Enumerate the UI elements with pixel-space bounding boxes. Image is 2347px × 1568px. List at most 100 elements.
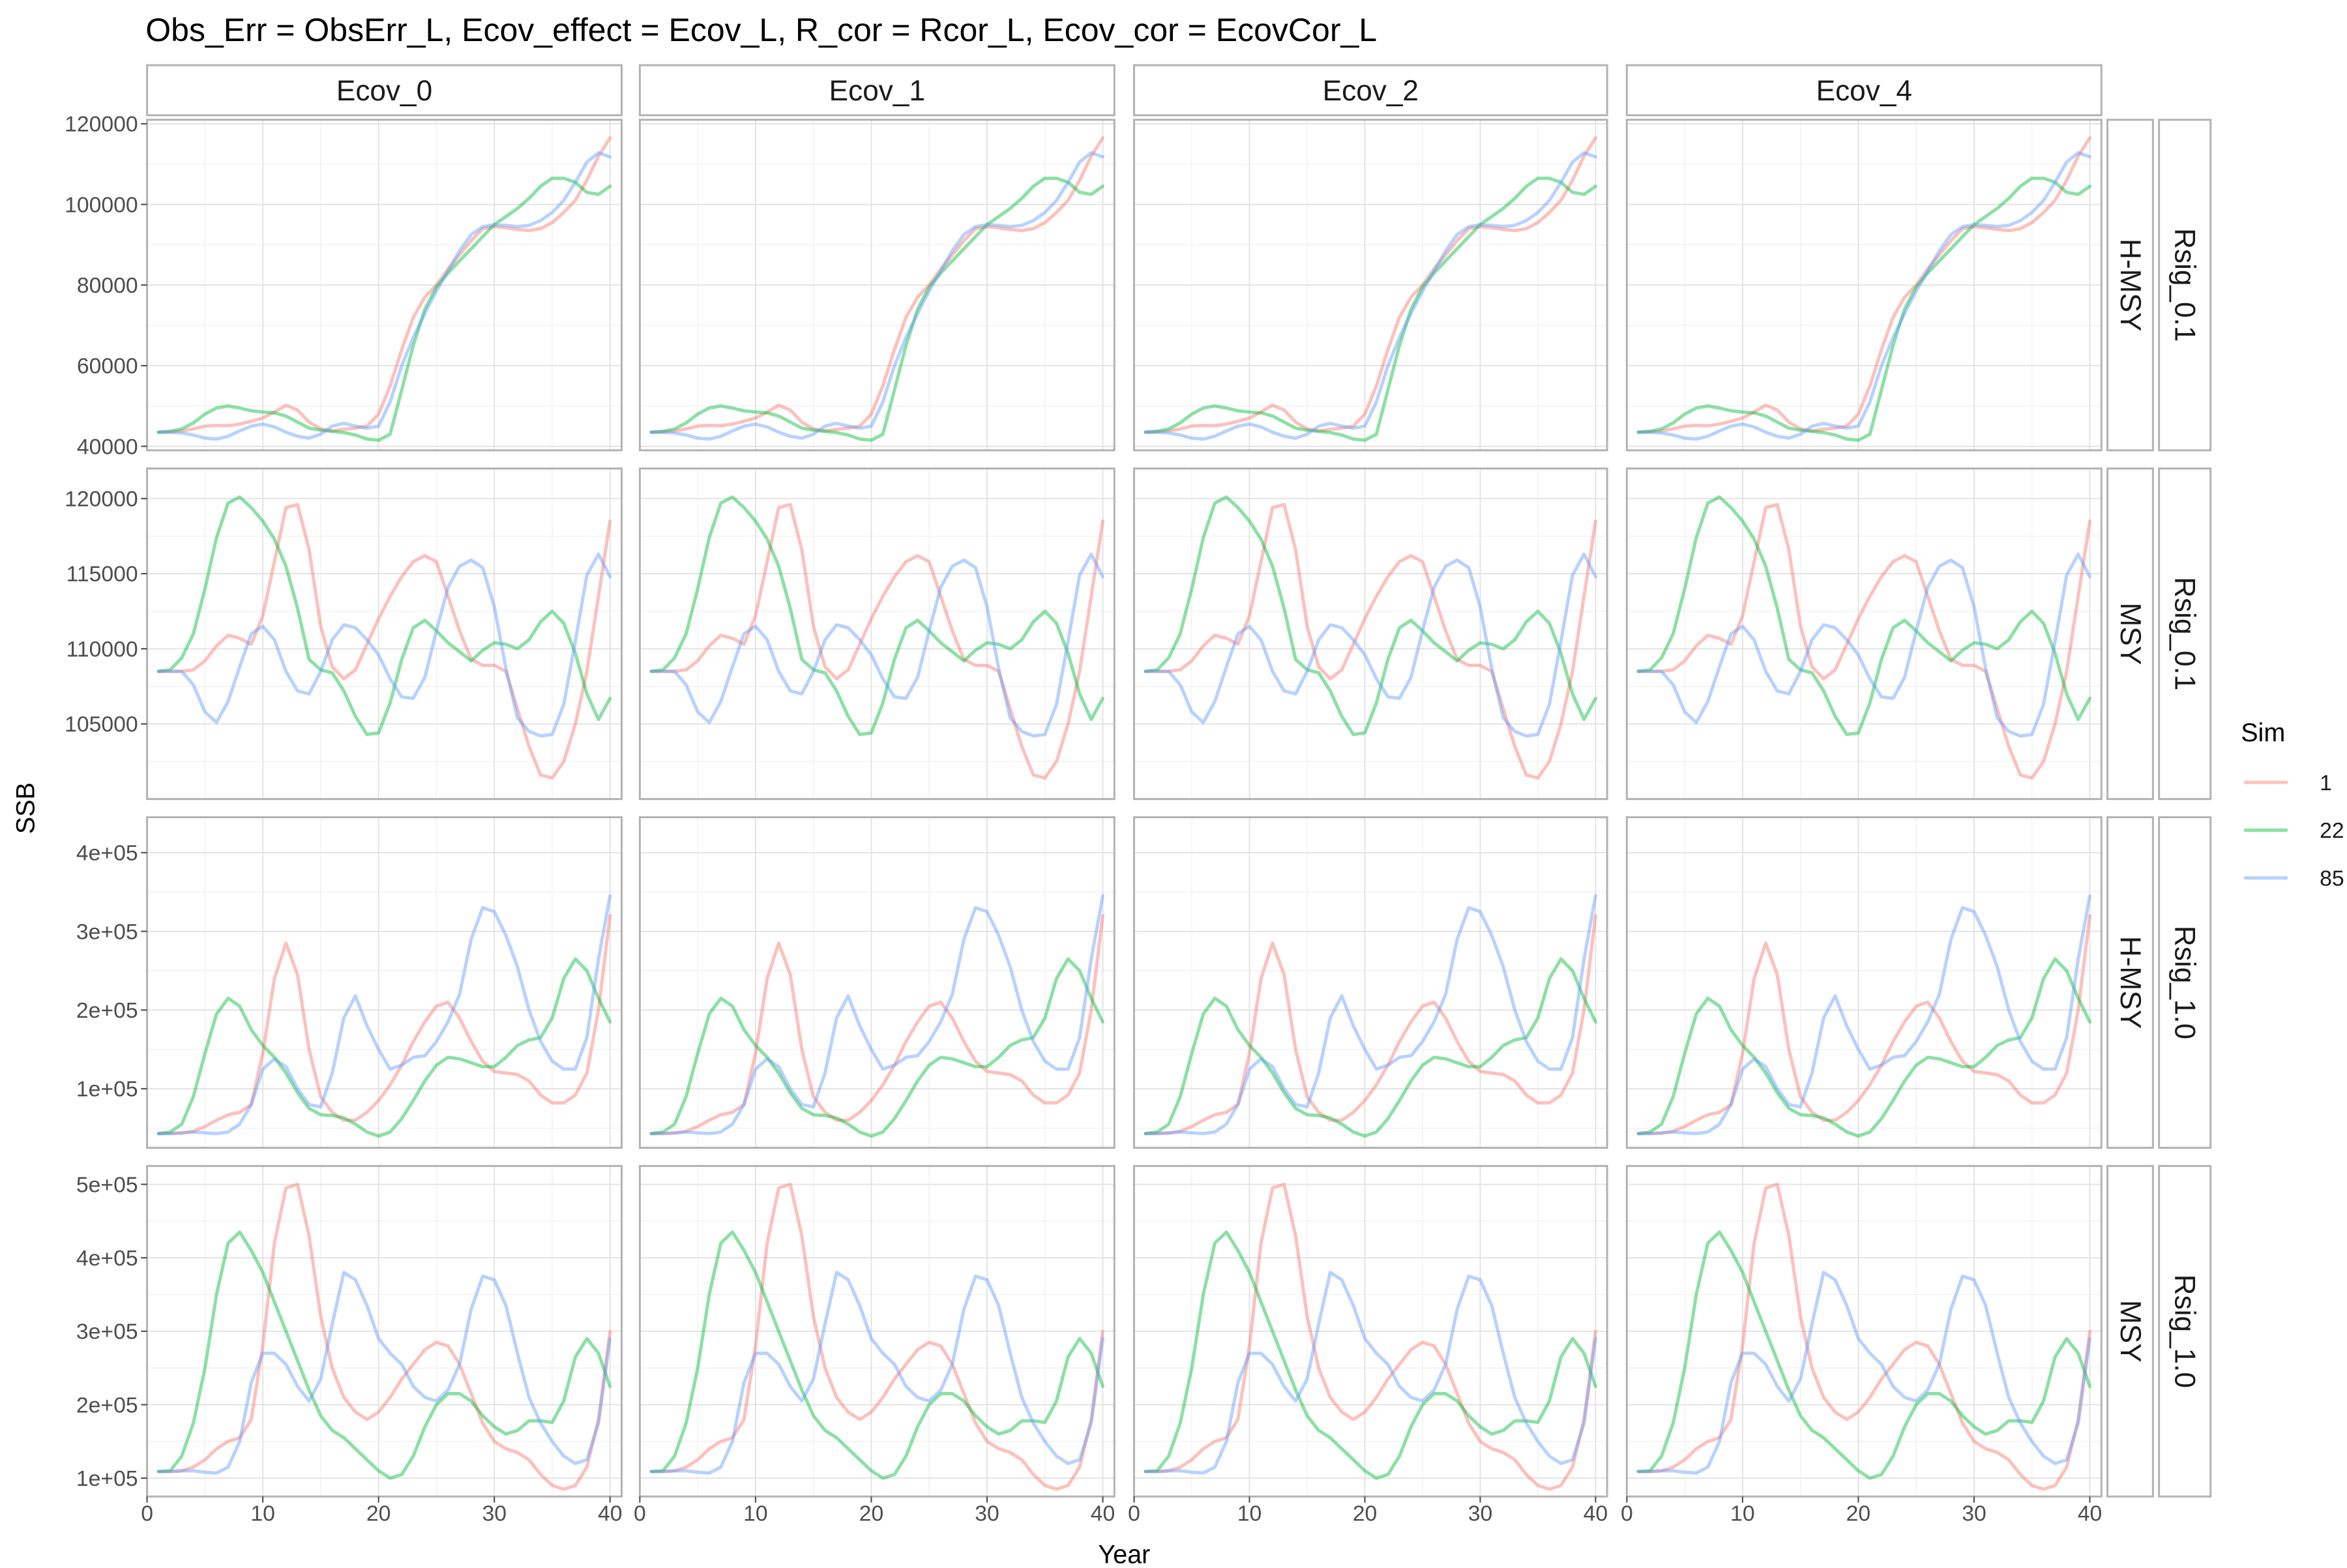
series-line-sim-1 — [156, 136, 612, 434]
column-strip-label: Ecov_4 — [1816, 75, 1912, 107]
x-tick-label: 10 — [1237, 1501, 1262, 1526]
series-line-sim-1 — [649, 136, 1105, 434]
y-axis-title: SSB — [12, 782, 40, 834]
series-line-sim-1 — [1144, 503, 1597, 780]
legend-label: 1 — [2320, 771, 2332, 795]
row-strip-inner — [2106, 467, 2154, 801]
series-line-sim-85 — [649, 552, 1105, 738]
row-strip-outer — [2158, 467, 2212, 801]
series-line-sim-22 — [156, 1230, 612, 1480]
series-line-sim-85 — [1144, 552, 1597, 738]
series-line-sim-1 — [649, 1182, 1105, 1491]
series-line-sim-85 — [1636, 151, 2092, 441]
row-strip-outer — [2158, 119, 2212, 452]
panel-border — [1625, 119, 2103, 452]
x-tick-label: 30 — [975, 1501, 999, 1526]
panel-border — [1133, 119, 1608, 452]
series-line-sim-22 — [649, 495, 1105, 737]
series-line-sim-22 — [649, 957, 1105, 1138]
panel-border — [638, 816, 1115, 1149]
x-tick-label: 20 — [366, 1501, 391, 1526]
series-line-sim-1 — [1144, 136, 1597, 434]
series-line-sim-85 — [156, 894, 612, 1136]
series-line-sim-85 — [649, 151, 1105, 441]
column-strip — [146, 64, 623, 117]
row-strip-inner — [2106, 1164, 2154, 1498]
series-line-sim-1 — [1636, 136, 2092, 434]
row-strip-inner-label: MSY — [2114, 1300, 2146, 1363]
panel-border — [1133, 1164, 1608, 1498]
legend-label: 22 — [2320, 818, 2344, 843]
series-line-sim-85 — [1636, 1271, 2092, 1475]
panel-border — [1625, 1164, 2103, 1498]
series-line-sim-85 — [649, 894, 1105, 1136]
x-tick-label: 10 — [250, 1501, 275, 1526]
series-line-sim-1 — [649, 503, 1105, 780]
series-line-sim-85 — [1144, 1271, 1597, 1475]
series-line-sim-85 — [156, 1271, 612, 1475]
panel-border — [1625, 467, 2103, 801]
row-strip-outer — [2158, 816, 2212, 1149]
column-strip — [1133, 64, 1608, 117]
series-line-sim-1 — [156, 1182, 612, 1491]
column-strip — [1625, 64, 2103, 117]
series-line-sim-85 — [1636, 552, 2092, 738]
series-line-sim-22 — [1144, 1230, 1597, 1480]
row-strip-outer-label: Rsig_1.0 — [2169, 1275, 2201, 1388]
series-line-sim-1 — [1636, 913, 2092, 1136]
x-tick-label: 10 — [1730, 1501, 1755, 1526]
series-line-sim-22 — [1636, 1230, 2092, 1480]
row-strip-outer-label: Rsig_1.0 — [2169, 926, 2201, 1039]
y-tick-label: 3e+05 — [76, 1320, 138, 1344]
row-strip-outer-label: Rsig_0.1 — [2169, 577, 2201, 690]
y-tick-label: 120000 — [65, 112, 138, 137]
y-tick-label: 100000 — [65, 192, 138, 217]
series-line-sim-1 — [1144, 913, 1597, 1136]
panel-border — [638, 119, 1115, 452]
series-line-sim-85 — [1144, 894, 1597, 1136]
series-line-sim-1 — [156, 503, 612, 780]
y-tick-label: 1e+05 — [76, 1077, 138, 1102]
x-axis-title: Year — [1098, 1541, 1150, 1565]
series-line-sim-1 — [156, 913, 612, 1136]
x-tick-label: 40 — [2078, 1501, 2103, 1526]
y-tick-label: 105000 — [65, 712, 138, 737]
row-strip-inner-label: MSY — [2114, 602, 2146, 665]
y-tick-label: 60000 — [77, 354, 138, 379]
y-tick-label: 110000 — [66, 637, 138, 662]
panel-border — [146, 816, 623, 1149]
column-strip — [638, 64, 1115, 117]
x-tick-label: 0 — [1621, 1501, 1633, 1526]
row-strip-inner — [2106, 816, 2154, 1149]
x-tick-label: 40 — [1584, 1501, 1608, 1526]
x-tick-label: 10 — [743, 1501, 768, 1526]
series-line-sim-85 — [156, 552, 612, 738]
series-line-sim-85 — [1144, 151, 1597, 441]
series-line-sim-22 — [1144, 495, 1597, 737]
series-line-sim-22 — [1636, 957, 2092, 1138]
row-strip-outer — [2158, 1164, 2212, 1498]
series-line-sim-1 — [1636, 1182, 2092, 1491]
y-tick-label: 4e+05 — [76, 841, 138, 866]
series-line-sim-22 — [1636, 495, 2092, 737]
series-line-sim-22 — [1636, 176, 2092, 442]
series-line-sim-1 — [1636, 503, 2092, 780]
row-strip-outer-label: Rsig_0.1 — [2169, 228, 2201, 342]
y-tick-label: 5e+05 — [76, 1172, 138, 1197]
y-tick-label: 80000 — [77, 273, 138, 298]
column-strip-label: Ecov_2 — [1323, 75, 1419, 107]
x-tick-label: 30 — [1962, 1501, 1986, 1526]
series-line-sim-22 — [156, 495, 612, 737]
series-line-sim-85 — [649, 1271, 1105, 1475]
panel-border — [146, 467, 623, 801]
x-tick-label: 20 — [859, 1501, 884, 1526]
x-tick-label: 0 — [141, 1501, 153, 1526]
series-line-sim-1 — [649, 913, 1105, 1136]
column-strip-label: Ecov_1 — [829, 75, 925, 107]
series-line-sim-85 — [156, 151, 612, 441]
y-tick-label: 115000 — [66, 562, 138, 587]
series-line-sim-22 — [649, 176, 1105, 442]
y-tick-label: 2e+05 — [76, 998, 138, 1023]
